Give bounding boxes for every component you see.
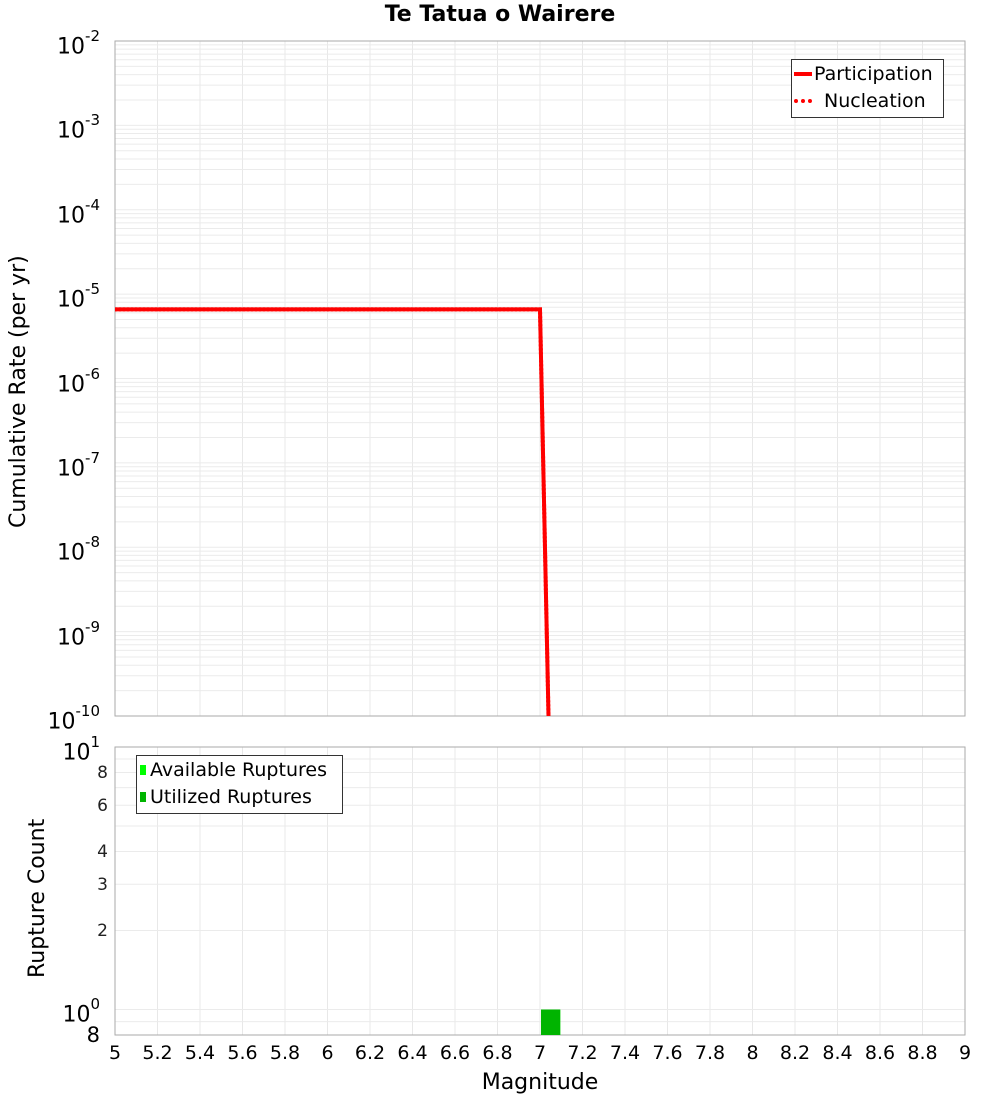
x-tick-label: 6.4 [397,1042,428,1064]
bottom-legend: Available Ruptures Utilized Ruptures [136,755,343,814]
x-tick-label: 7 [533,1042,547,1064]
bottom-plot-frame [114,746,966,1036]
chart-title: Te Tatua o Wairere [384,2,616,27]
top-ytick: 10-7 [57,448,100,482]
x-tick-label: 7.4 [609,1042,641,1064]
x-tick-label: 5.8 [269,1042,301,1064]
top-ytick: 10-9 [57,617,100,650]
x-tick-label: 7.6 [652,1042,683,1064]
utilized-ruptures-bar [541,1009,561,1035]
x-tick-label: 5.4 [184,1042,216,1064]
x-tick-label: 8.8 [907,1042,938,1064]
bottom-ytick-2: 2 [97,921,108,941]
nucleation-line [115,307,551,717]
x-tick-label: 6.2 [354,1042,386,1064]
top-ytick: 10-5 [57,280,100,313]
x-tick-label: 8.4 [822,1042,853,1064]
legend-item-nucleation: Nucleation [792,87,943,114]
bottom-y-axis-label: Rupture Count [25,818,50,978]
bottom-ytick-6: 6 [97,796,108,816]
top-ytick: 10-10 [47,702,101,735]
x-tick-label: 6 [321,1042,334,1064]
bottom-ytick-10e1: 101 [62,733,100,766]
bottom-ytick-10e0: 100 [62,995,100,1028]
green-square-swatch-icon [140,764,146,775]
x-tick-label: 8.6 [864,1042,896,1064]
x-tick-label: 9 [958,1042,972,1064]
top-ytick: 10-4 [57,195,100,229]
x-tick-label: 5.6 [227,1042,258,1064]
legend-item-participation: Participation [792,60,943,87]
participation-line [115,307,551,717]
legend-label: Participation [814,62,933,85]
legend-item-utilized: Utilized Ruptures [137,783,342,810]
bottom-ytick-3: 3 [97,875,108,895]
legend-label: Available Ruptures [150,758,327,781]
dark-green-square-swatch-icon [140,791,146,802]
top-ytick: 10-6 [57,364,100,397]
bottom-ytick-8: 8 [97,763,108,783]
top-legend: Participation Nucleation [791,59,944,118]
dotted-line-swatch-icon [794,98,812,103]
x-tick-label: 6.6 [439,1042,471,1064]
top-ytick: 10-3 [57,111,100,144]
x-tick-label: 8 [746,1042,759,1064]
rupture-bars [541,1009,561,1035]
legend-label: Nucleation [824,89,926,112]
x-tick-label: 5 [108,1042,122,1064]
top-ytick: 10-2 [57,27,100,60]
top-ytick: 10-8 [57,533,100,566]
x-tick-label: 7.2 [567,1042,598,1064]
x-tick-label: 6.8 [482,1042,513,1064]
top-plot-grid [114,41,966,717]
x-axis-label: Magnitude [481,1070,599,1095]
x-tick-label: 7.8 [694,1042,726,1064]
x-tick-label: 8.2 [779,1042,811,1064]
legend-label: Utilized Ruptures [150,785,312,808]
legend-item-available: Available Ruptures [137,756,342,783]
top-y-axis-label: Cumulative Rate (per yr) [6,255,31,528]
x-tick-label: 5.2 [142,1042,173,1064]
bottom-plot-grid [114,746,966,1036]
solid-line-swatch-icon [794,71,812,76]
bottom-ytick-4: 4 [97,842,108,862]
top-plot-frame [114,40,966,717]
rate-lines [115,307,551,717]
bottom-ytick-8-bottom: 8 [86,1023,100,1047]
